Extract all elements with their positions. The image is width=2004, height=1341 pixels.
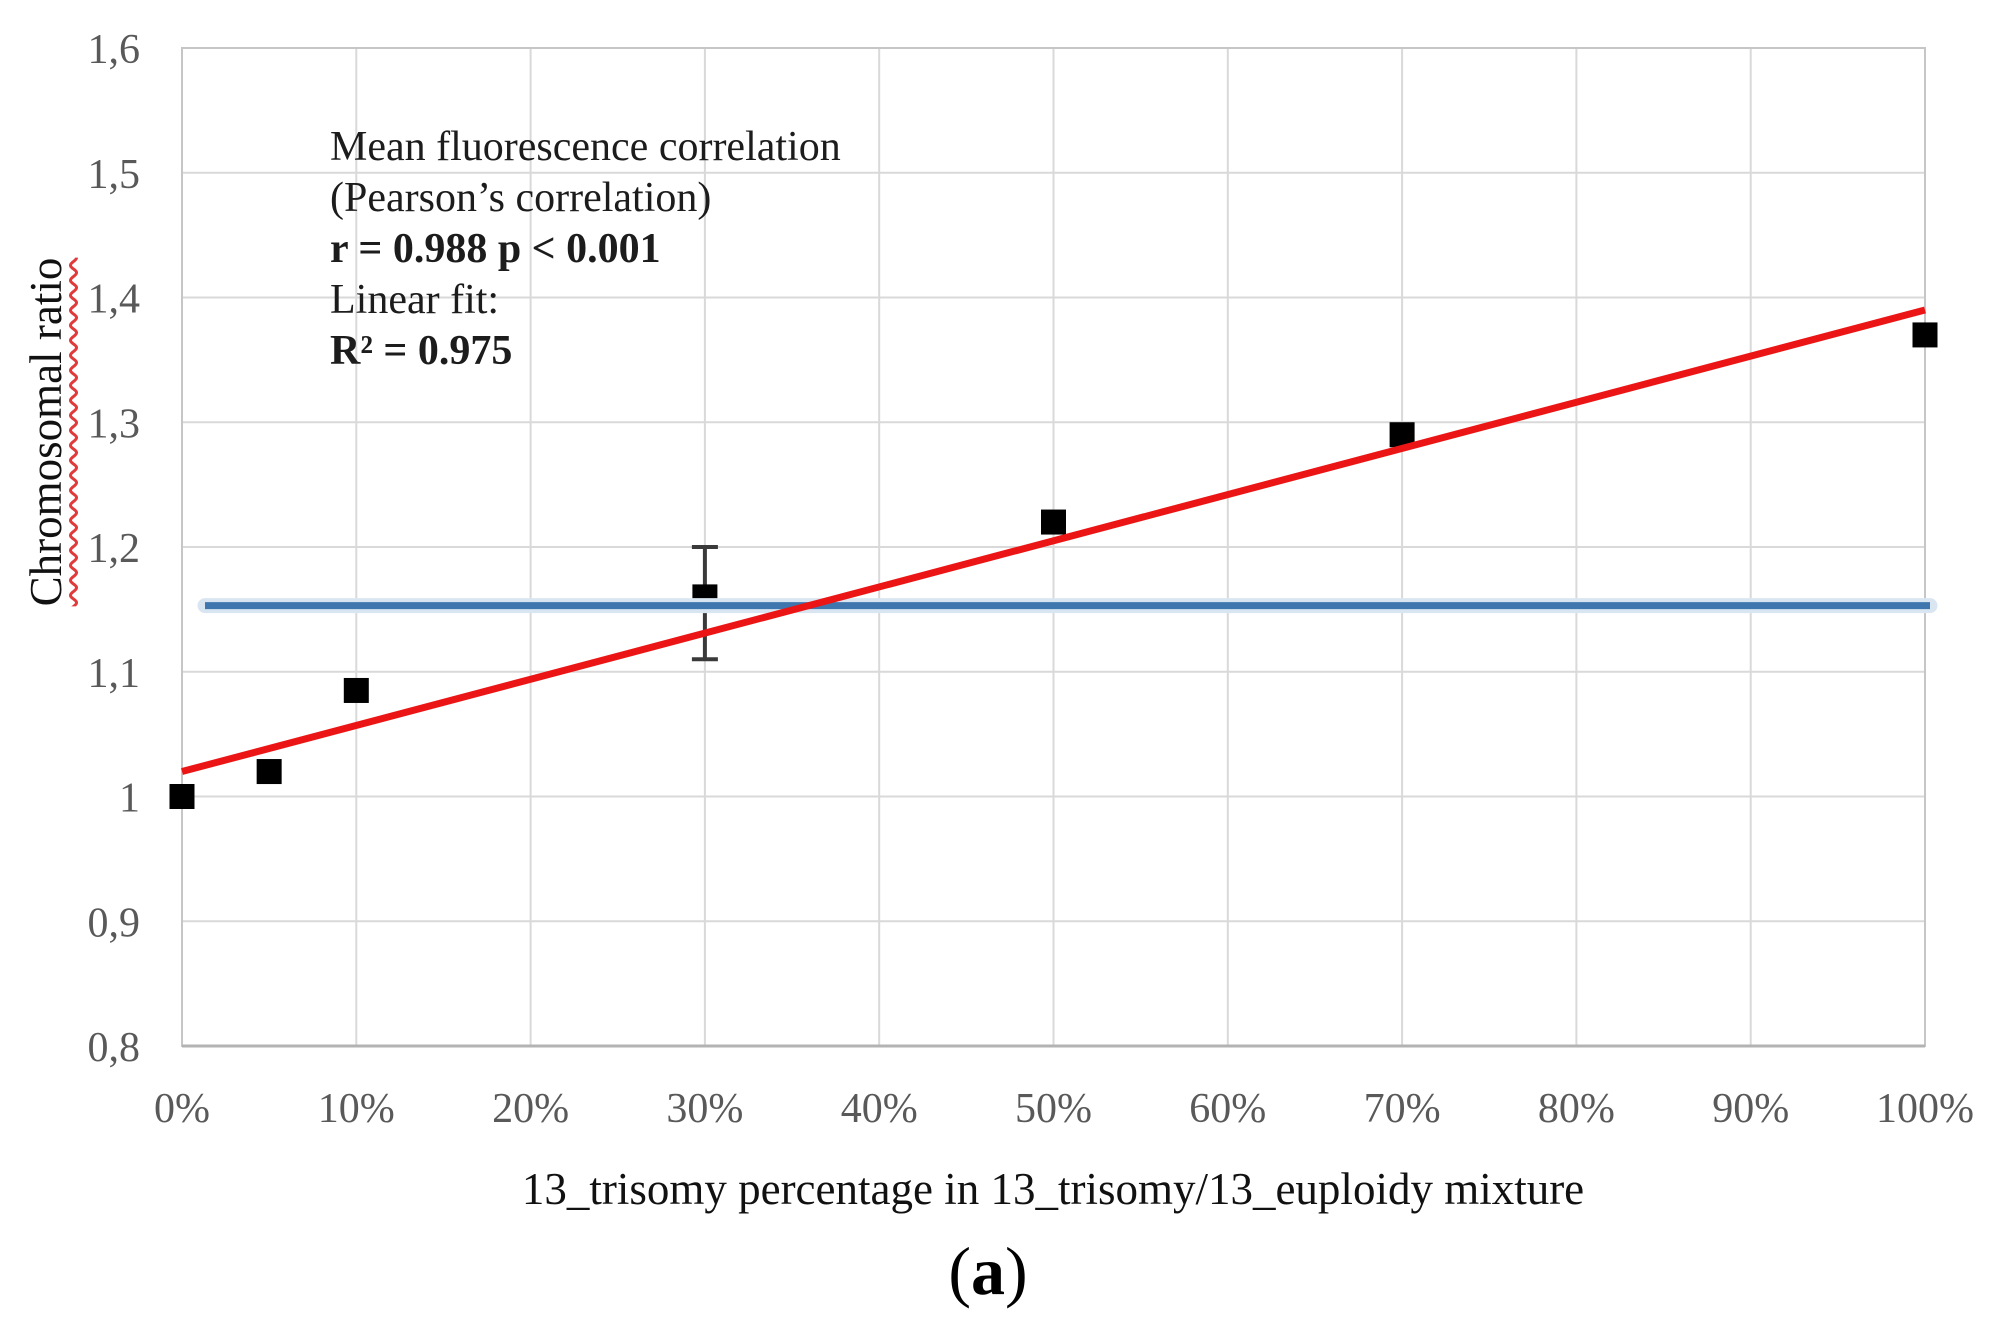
x-tick-label: 20%: [492, 1086, 569, 1132]
y-tick-label: 1,2: [88, 526, 141, 572]
caption-letter: a: [971, 1233, 1005, 1309]
x-axis-title: 13_trisomy percentage in 13_trisomy/13_e…: [521, 1164, 1585, 1214]
x-tick-label: 80%: [1538, 1086, 1615, 1132]
y-tick-label: 0,8: [88, 1025, 141, 1071]
data-point: [1041, 509, 1066, 535]
x-tick-label: 50%: [1015, 1086, 1092, 1132]
trend-line: [181, 306, 1926, 775]
annotation-line: (Pearson’s correlation): [330, 175, 712, 221]
subfigure-caption: (a): [948, 1232, 1027, 1311]
x-tick-label: 100%: [1876, 1086, 1974, 1132]
annotation-line: Linear fit:: [330, 277, 500, 323]
y-tick-label: 1,1: [88, 651, 141, 697]
y-tick-label: 1,6: [88, 27, 141, 73]
caption-paren-open: (: [948, 1233, 971, 1309]
y-tick-label: 1: [119, 776, 140, 822]
r-squared-stat-line: R² = 0.975: [330, 328, 513, 374]
y-tick-label: 1,4: [88, 277, 141, 323]
x-tick-label: 30%: [666, 1086, 743, 1132]
y-tick-label: 0,9: [88, 900, 141, 946]
x-tick-label: 90%: [1712, 1086, 1789, 1132]
data-point: [169, 784, 195, 809]
x-tick-label: 40%: [841, 1086, 918, 1132]
data-point: [1912, 322, 1938, 348]
annotation-line: Mean fluorescence correlation: [330, 124, 841, 170]
caption-paren-close: ): [1005, 1233, 1028, 1309]
pearson-stat-line: r = 0.988 p < 0.001: [330, 226, 661, 272]
x-tick-label: 60%: [1189, 1086, 1266, 1132]
stats-annotation: Mean fluorescence correlation (Pearson’s…: [330, 122, 841, 377]
y-tick-label: 1,3: [88, 401, 141, 447]
x-tick-label: 70%: [1364, 1086, 1441, 1132]
y-tick-label: 1,5: [88, 152, 141, 198]
data-point: [256, 759, 282, 785]
x-tick-label: 0%: [154, 1086, 210, 1132]
x-tick-label: 10%: [318, 1086, 395, 1132]
data-point: [343, 677, 369, 703]
y-axis-title: Chromosomal ratio: [21, 257, 71, 607]
